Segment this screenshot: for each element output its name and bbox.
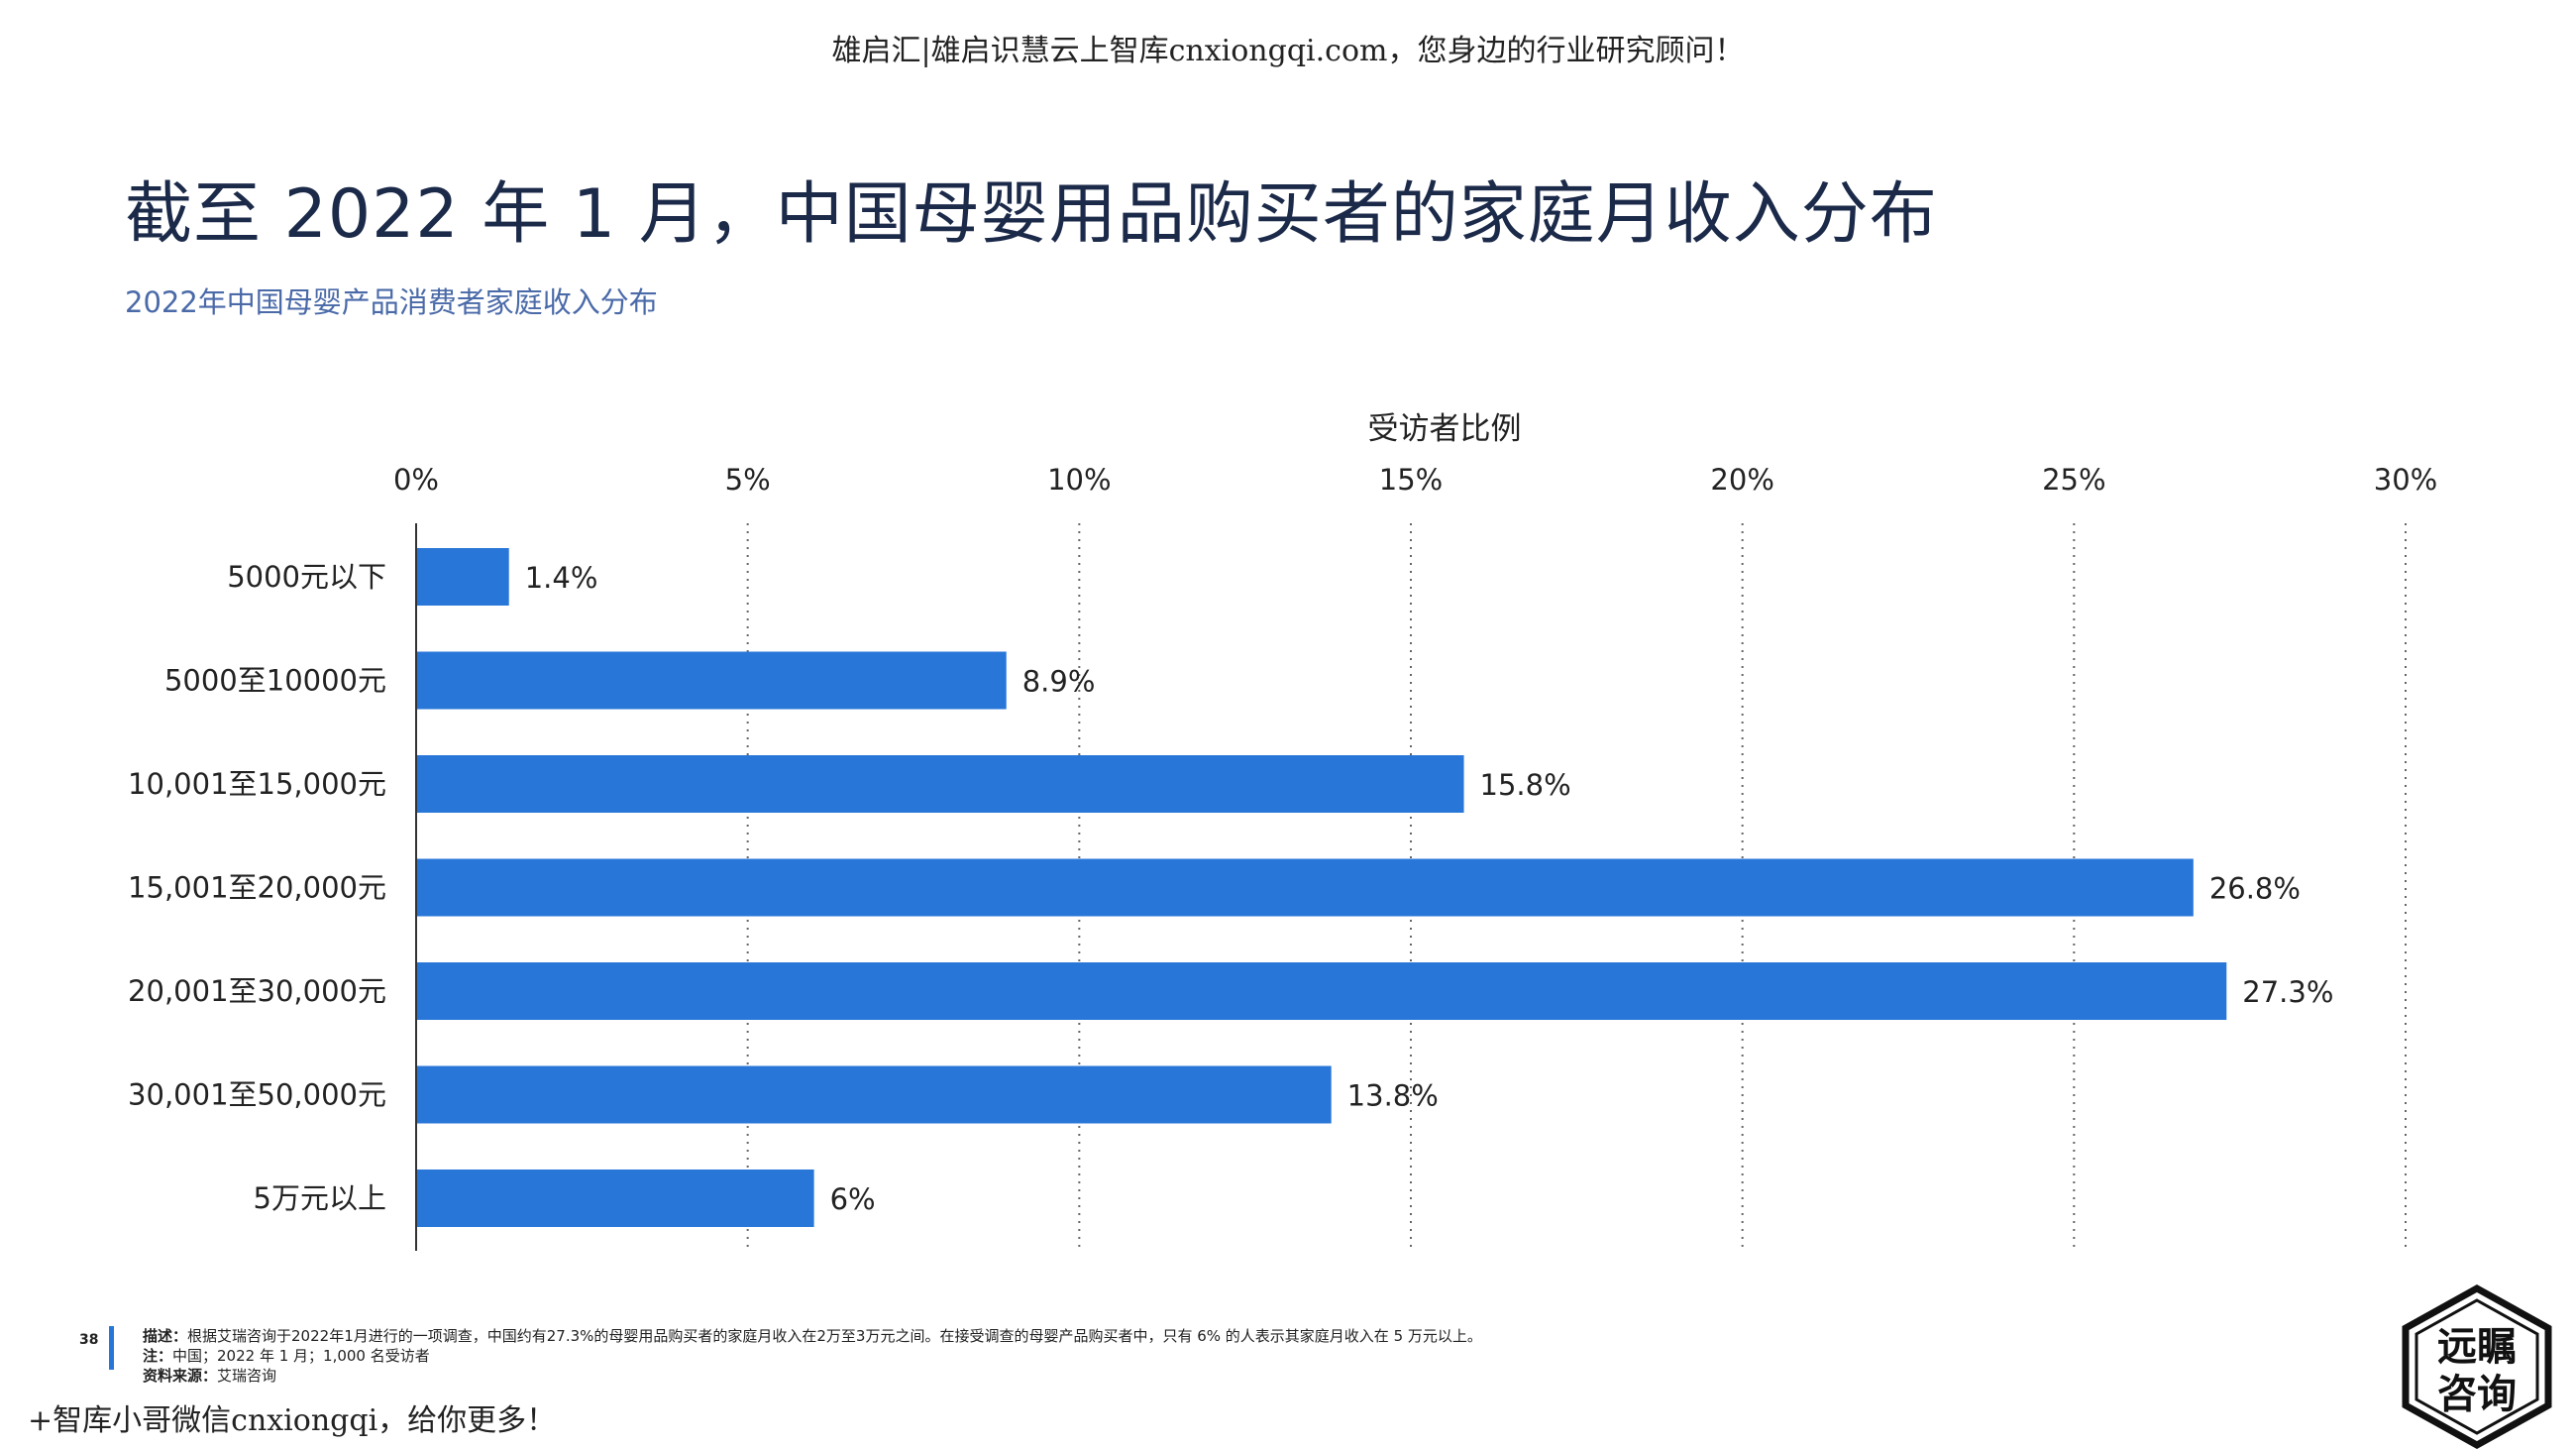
page-subtitle: 2022年中国母婴产品消费者家庭收入分布 — [125, 285, 658, 319]
category-label: 10,001至15,000元 — [128, 767, 386, 801]
data-label: 15.8% — [1480, 768, 1571, 802]
bar — [416, 962, 2227, 1020]
source-text: 艾瑞咨询 — [217, 1367, 277, 1385]
data-label: 13.8% — [1347, 1079, 1439, 1113]
category-label: 20,001至30,000元 — [128, 974, 386, 1008]
x-tick-label: 15% — [1379, 463, 1443, 497]
x-tick-label: 25% — [2042, 463, 2105, 497]
data-label: 26.8% — [2209, 872, 2301, 906]
category-label: 15,001至20,000元 — [128, 871, 386, 905]
page-number: 38 — [79, 1332, 99, 1348]
data-label: 1.4% — [525, 561, 598, 595]
footer-source: 资料来源：艾瑞咨询 — [143, 1366, 1482, 1386]
category-label: 5000元以下 — [227, 560, 386, 594]
bar — [416, 1170, 814, 1227]
bar — [416, 1065, 1332, 1124]
footer-description: 描述：根据艾瑞咨询于2022年1月进行的一项调查，中国约有27.3%的母婴用品购… — [143, 1326, 1482, 1346]
x-axis-ticks: 0% 5% 10% 15% 20% 25% 30% — [393, 463, 2437, 497]
footer-note: 注：中国；2022 年 1 月；1,000 名受访者 — [143, 1346, 1482, 1366]
x-axis-title: 受访者比例 — [1368, 411, 1522, 447]
x-tick-label: 20% — [1710, 463, 1773, 497]
note-text: 中国；2022 年 1 月；1,000 名受访者 — [172, 1347, 430, 1365]
description-label: 描述： — [143, 1327, 188, 1345]
top-watermark: 雄启汇|雄启识慧云上智库cnxiongqi.com，您身边的行业研究顾问！ — [831, 34, 1745, 68]
data-label: 6% — [830, 1182, 876, 1216]
bar — [416, 548, 509, 606]
bar — [416, 651, 1007, 710]
bars: 5000元以下 1.4% 5000至10000元 8.9% 10,001至15,000元… — [128, 548, 2333, 1227]
x-tick-label: 0% — [393, 463, 439, 497]
x-tick-label: 30% — [2374, 463, 2437, 497]
category-label: 30,001至50,000元 — [128, 1078, 386, 1112]
page-title: 截至 2022 年 1 月，中国母婴用品购买者的家庭月收入分布 — [125, 175, 1938, 254]
bar — [416, 755, 1464, 813]
note-label: 注： — [143, 1347, 173, 1365]
category-label: 5000至10000元 — [164, 664, 386, 698]
bottom-watermark: +智库小哥微信cnxiongqi，给你更多！ — [28, 1403, 557, 1438]
bar-chart: 受访者比例 0% 5% 10% 15% 20% 25% 30% 5000元以下 1.4%500… — [128, 411, 2437, 1251]
x-tick-label: 10% — [1047, 463, 1111, 497]
description-text: 根据艾瑞咨询于2022年1月进行的一项调查，中国约有27.3%的母婴用品购买者的… — [187, 1327, 1482, 1345]
source-label: 资料来源： — [143, 1367, 218, 1385]
data-label: 8.9% — [1022, 665, 1096, 699]
bar — [416, 858, 2194, 917]
data-label: 27.3% — [2242, 975, 2333, 1009]
x-tick-label: 5% — [725, 463, 771, 497]
footer-accent-bar — [109, 1326, 114, 1370]
logo-text-line1: 远瞩 — [2437, 1323, 2517, 1370]
category-label: 5万元以上 — [254, 1181, 386, 1215]
logo-text-line2: 咨询 — [2437, 1371, 2517, 1417]
logo: 远瞩 咨询 — [2402, 1284, 2552, 1449]
footer-notes: 描述：根据艾瑞咨询于2022年1月进行的一项调查，中国约有27.3%的母婴用品购… — [143, 1326, 1482, 1386]
